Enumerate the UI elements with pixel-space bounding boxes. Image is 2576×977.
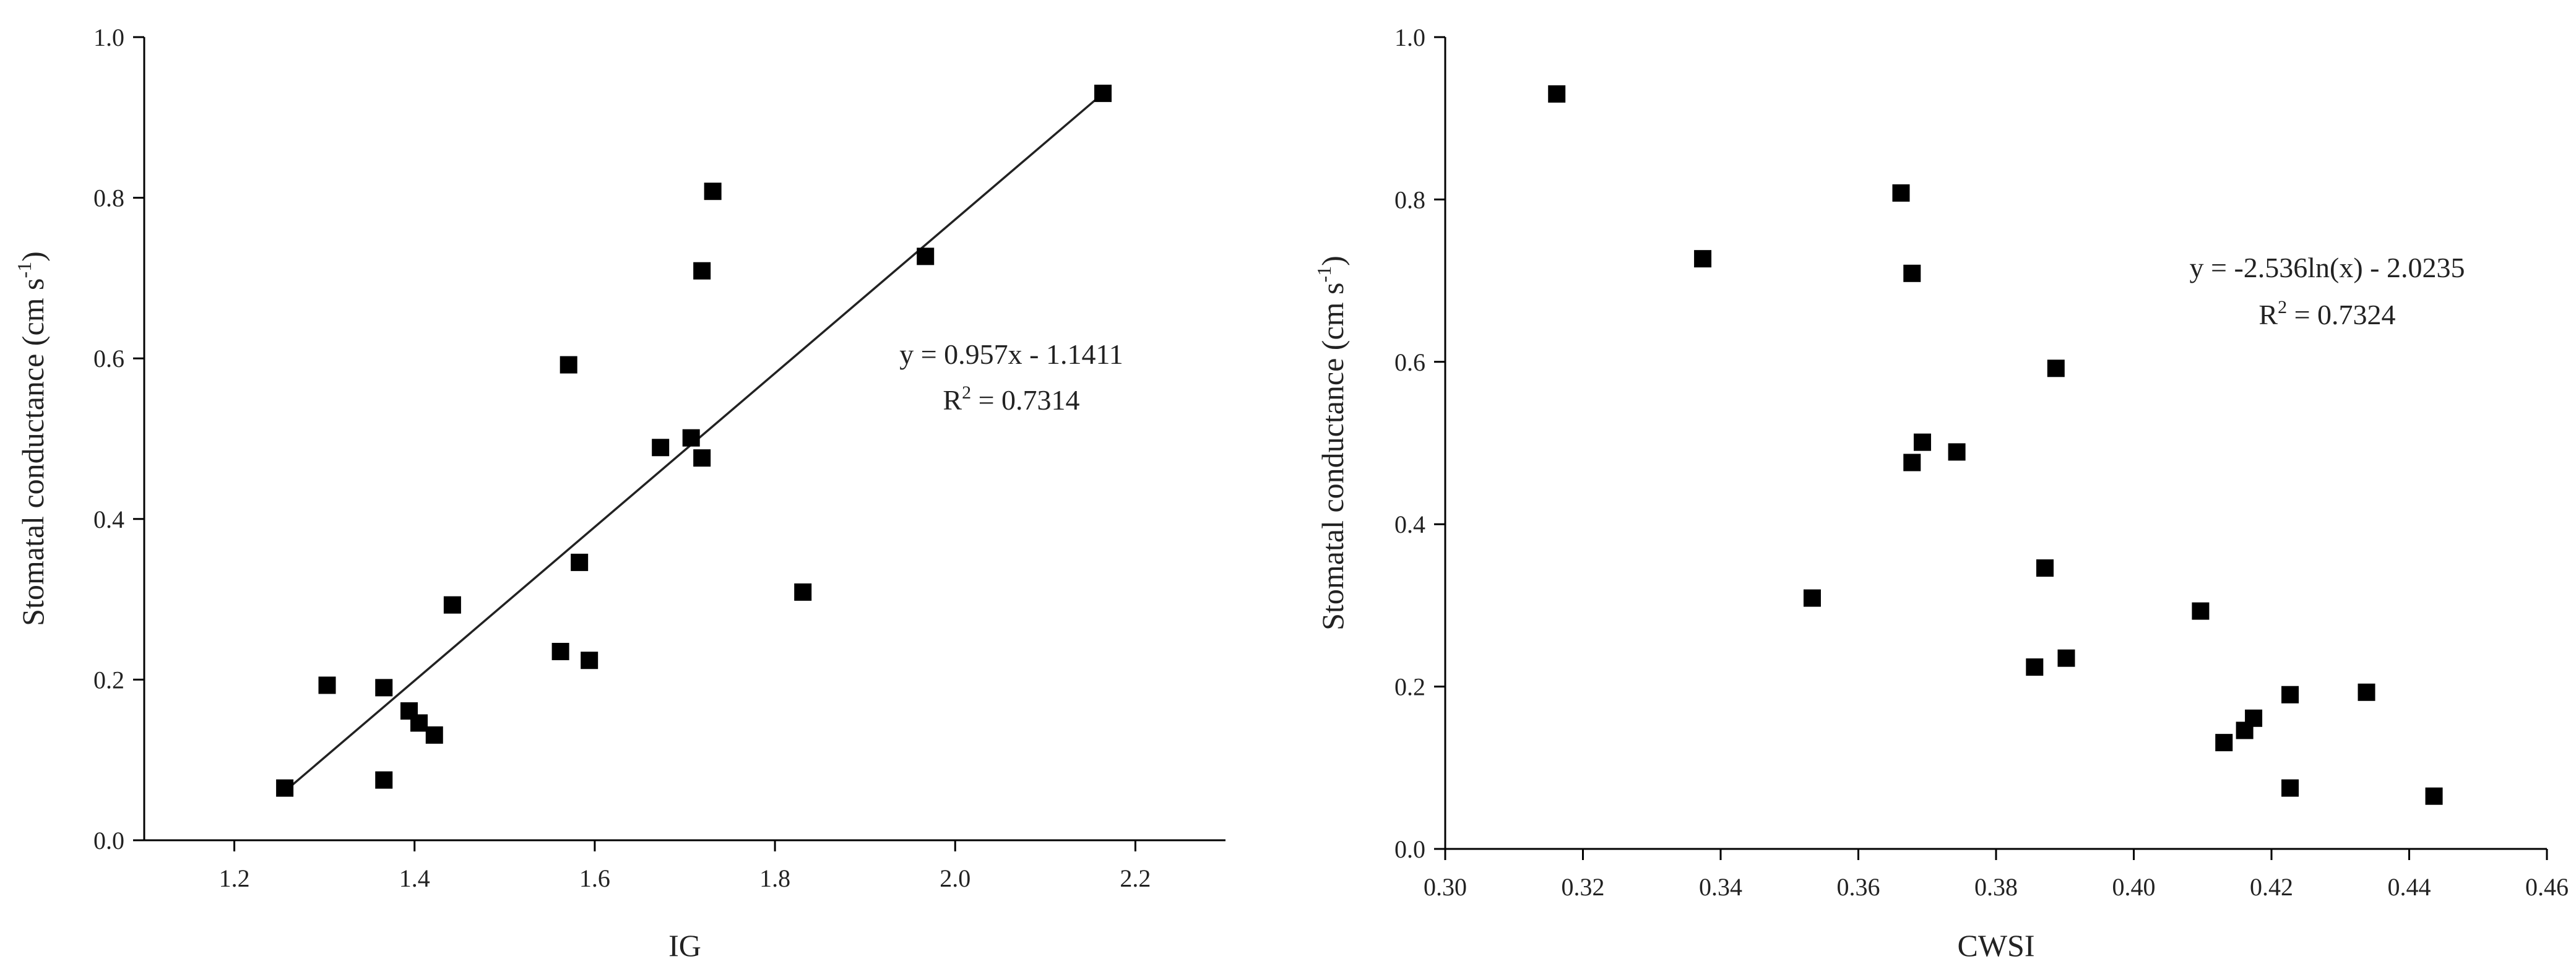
data-point xyxy=(693,262,711,280)
data-point xyxy=(2215,734,2233,752)
data-point xyxy=(1548,85,1566,103)
data-point xyxy=(425,726,443,744)
data-point xyxy=(581,652,599,669)
y-tick-label: 0.6 xyxy=(1394,348,1425,376)
data-point xyxy=(571,553,589,571)
x-tick-label: 2.2 xyxy=(1120,864,1151,892)
y-tick-label: 0.2 xyxy=(93,666,124,694)
y-axis-label: Stomatal conductance (cm s-1) xyxy=(1313,256,1350,631)
regression-equation: y = -2.536ln(x) - 2.0235 xyxy=(2190,252,2465,283)
data-point xyxy=(2047,359,2065,377)
x-tick-label: 0.30 xyxy=(1424,873,1467,901)
x-tick-label: 0.34 xyxy=(1699,873,1742,901)
y-tick-label: 1.0 xyxy=(1394,24,1425,51)
data-point xyxy=(1803,589,1821,607)
x-tick-label: 0.42 xyxy=(2250,873,2293,901)
data-point xyxy=(1892,184,1910,202)
data-point xyxy=(704,183,722,200)
data-point xyxy=(551,642,569,660)
data-point xyxy=(2057,649,2075,667)
x-tick-label: 0.40 xyxy=(2112,873,2156,901)
data-point xyxy=(2245,709,2263,727)
data-point xyxy=(652,439,670,457)
y-tick-label: 0.4 xyxy=(1394,510,1425,538)
x-tick-label: 1.2 xyxy=(219,864,250,892)
data-point xyxy=(2026,658,2044,676)
x-tick-label: 0.36 xyxy=(1837,873,1880,901)
x-tick-label: 1.8 xyxy=(759,864,790,892)
data-point xyxy=(443,596,461,614)
data-point xyxy=(794,583,812,601)
data-point xyxy=(693,449,711,467)
x-tick-label: 0.32 xyxy=(1562,873,1605,901)
y-tick-label: 0.4 xyxy=(93,506,124,533)
data-point xyxy=(1694,250,1712,268)
data-point xyxy=(410,714,428,732)
y-tick-label: 0.6 xyxy=(93,345,124,372)
chart-left-ig: 1.2 1.4 1.6 1.8 2.0 2.2 0.0 0.2 0.4 0.6 0.8 1.0 IG St… xyxy=(13,24,1225,963)
x-tick-label: 2.0 xyxy=(940,864,970,892)
y-tick-label: 0.8 xyxy=(1394,186,1425,213)
x-tick-label: 0.44 xyxy=(2388,873,2431,901)
data-point xyxy=(375,771,393,789)
y-tick-label: 0.8 xyxy=(93,184,124,212)
chart-right-cwsi: 0.30 0.32 0.34 0.36 0.38 0.40 0.42 0.44 0.46 0.0 0… xyxy=(1313,24,2569,963)
data-point xyxy=(276,779,294,797)
data-point xyxy=(318,676,336,694)
y-tick-label: 1.0 xyxy=(93,24,124,51)
data-point xyxy=(2281,779,2299,797)
r-squared: R2 = 0.7314 xyxy=(943,382,1079,416)
data-point xyxy=(1948,443,1966,461)
x-axis-label: IG xyxy=(668,928,701,963)
x-tick-label: 1.4 xyxy=(399,864,430,892)
x-tick-label: 1.6 xyxy=(579,864,610,892)
y-tick-label: 0.0 xyxy=(1394,835,1425,863)
data-point xyxy=(2358,683,2375,701)
data-point xyxy=(375,679,393,697)
r-squared: R2 = 0.7324 xyxy=(2258,297,2395,330)
y-tick-label: 0.0 xyxy=(93,827,124,854)
data-point xyxy=(682,429,700,447)
data-point xyxy=(2425,787,2443,805)
data-point xyxy=(2192,602,2210,620)
x-axis-label: CWSI xyxy=(1958,928,2035,963)
x-tick-label: 0.46 xyxy=(2525,873,2569,901)
data-point xyxy=(1903,264,1921,282)
data-point xyxy=(917,247,935,265)
data-point xyxy=(1094,84,1112,102)
regression-equation: y = 0.957x - 1.1411 xyxy=(899,338,1123,370)
y-axis-label: Stomatal conductance (cm s-1) xyxy=(13,251,50,626)
x-tick-label: 0.38 xyxy=(1974,873,2018,901)
y-tick-label: 0.2 xyxy=(1394,673,1425,701)
data-point xyxy=(2281,686,2299,704)
data-point xyxy=(560,356,577,374)
data-point xyxy=(1913,433,1931,451)
data-point xyxy=(1903,454,1921,471)
data-point xyxy=(2036,559,2054,577)
